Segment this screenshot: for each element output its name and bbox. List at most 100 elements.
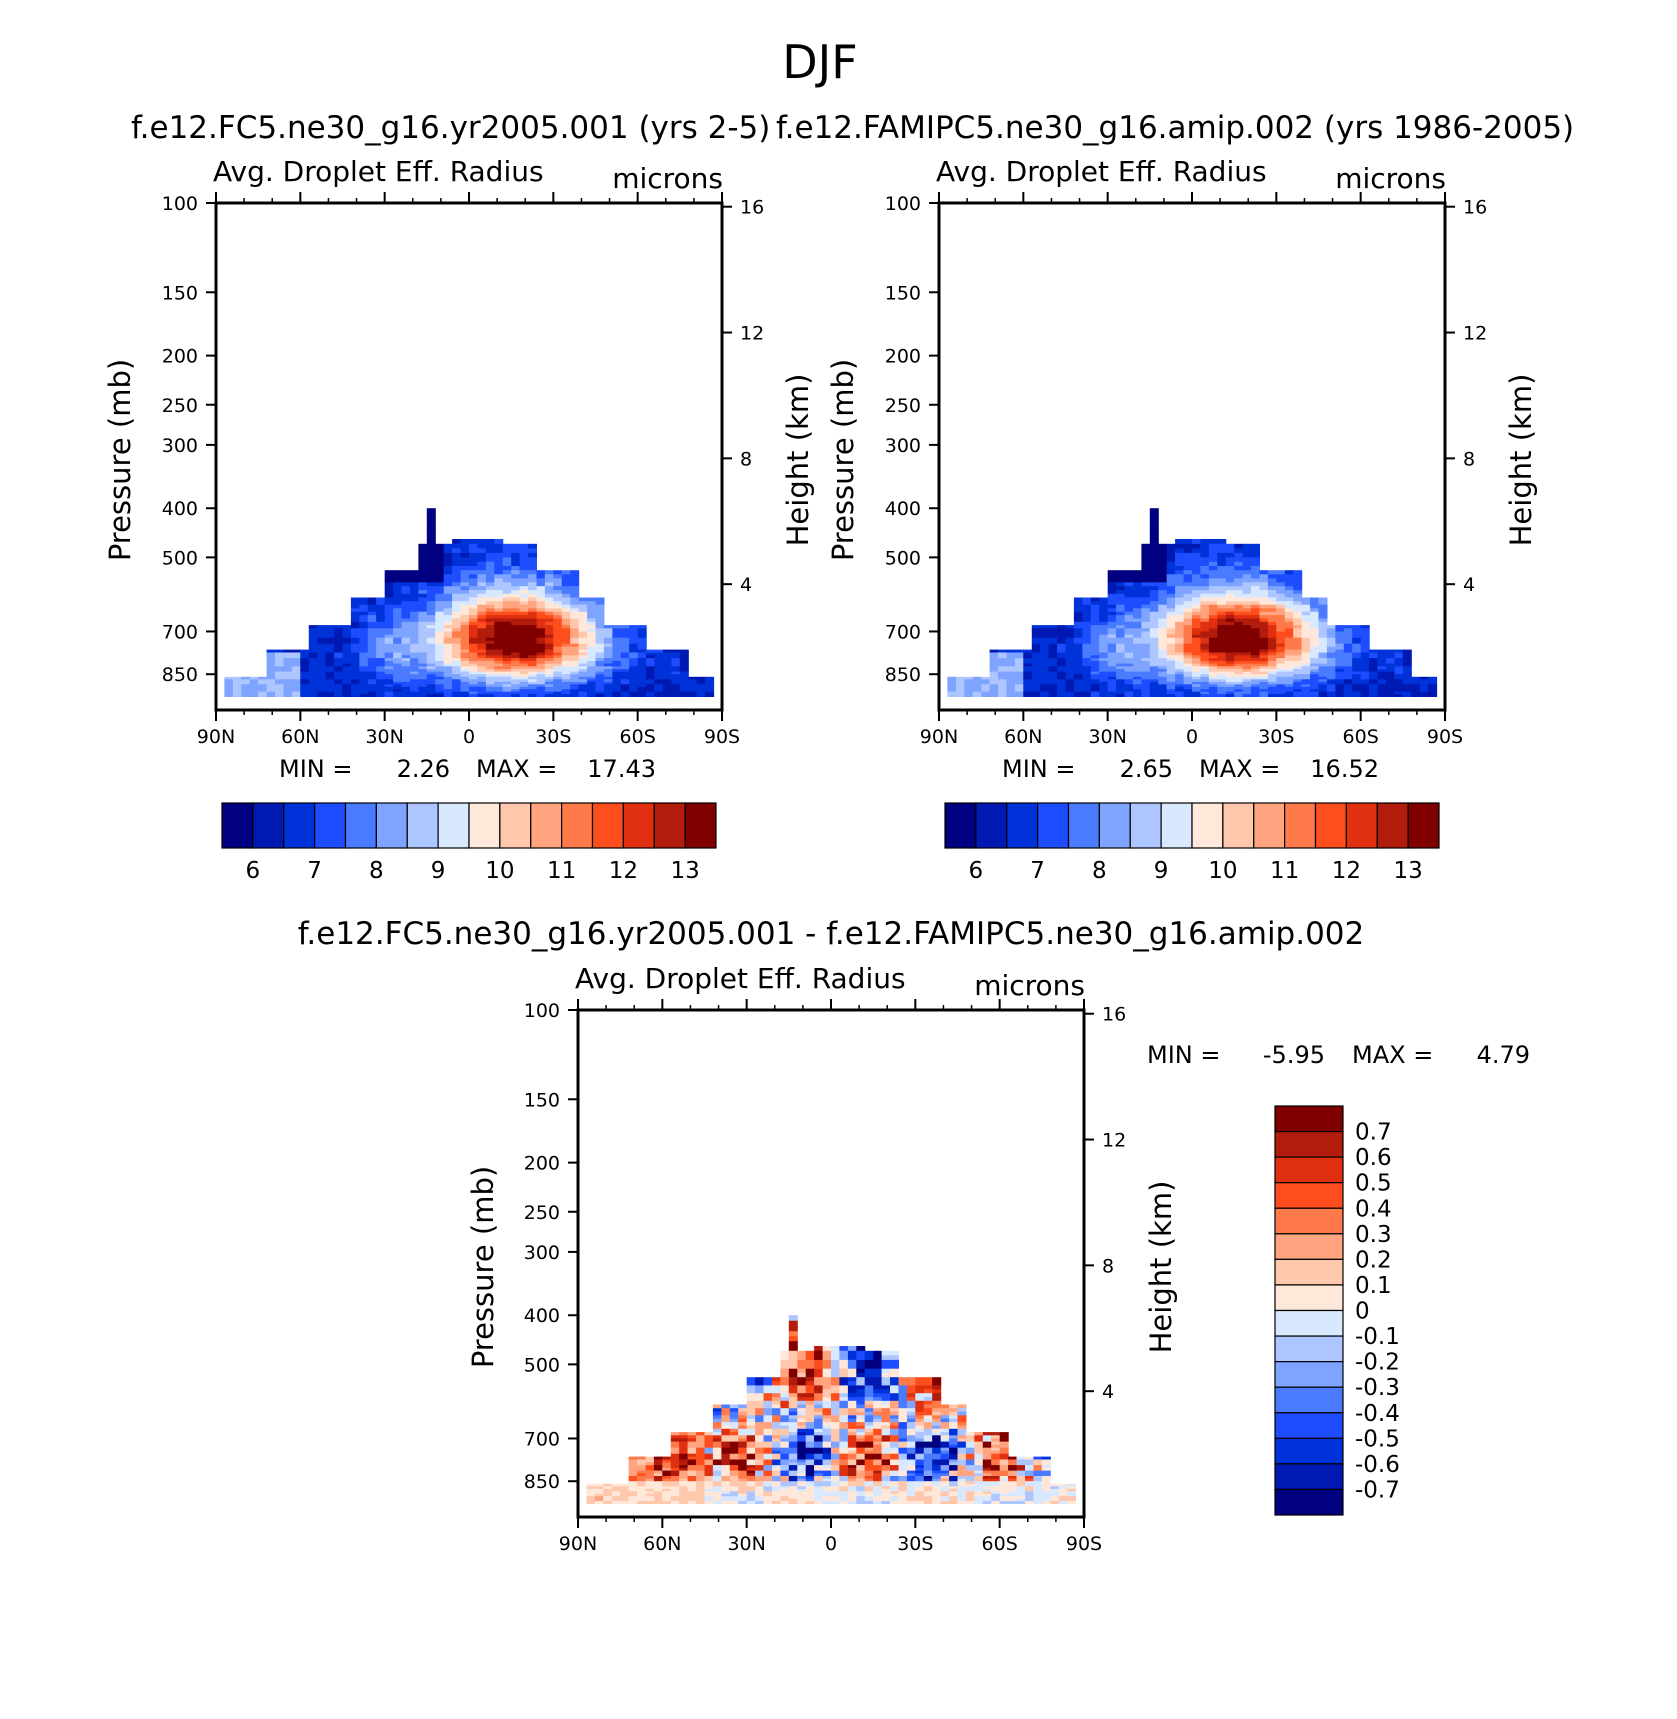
field-cell <box>646 671 656 675</box>
x-tick-label: 90S <box>1427 726 1463 748</box>
field-cell <box>805 1470 815 1474</box>
field-cell <box>603 689 613 693</box>
field-cell <box>494 643 504 648</box>
field-cell <box>1200 539 1210 545</box>
field-cell <box>864 1438 874 1443</box>
field-cell <box>1411 681 1421 685</box>
field-cell <box>629 628 639 633</box>
field-cell <box>696 689 706 693</box>
field-cell <box>410 615 419 620</box>
field-cell <box>266 655 276 659</box>
field-cell <box>1107 679 1117 683</box>
field-cell <box>469 631 478 636</box>
field-cell <box>831 1459 840 1463</box>
field-cell <box>1225 586 1235 591</box>
field-cell <box>1073 666 1083 670</box>
field-cell <box>628 1496 638 1500</box>
field-cell <box>780 1473 790 1477</box>
field-cell <box>1124 652 1134 656</box>
field-cell <box>511 640 521 645</box>
field-cell <box>881 1408 891 1413</box>
field-cell <box>998 663 1007 667</box>
field-cell <box>772 1481 781 1485</box>
field-cell <box>1386 681 1395 685</box>
field-cell <box>443 663 453 667</box>
field-cell <box>955 691 965 695</box>
field-cell <box>494 548 504 554</box>
figure-title: DJF <box>782 35 857 89</box>
field-cell <box>822 1364 832 1370</box>
field-cell <box>1284 660 1294 665</box>
field-cell <box>334 658 344 662</box>
field-cell <box>1369 658 1379 662</box>
field-cell <box>729 1432 739 1436</box>
field-cell <box>1158 658 1168 662</box>
field-cell <box>460 684 470 688</box>
field-cell <box>696 1473 706 1477</box>
field-cell <box>1031 652 1041 656</box>
field-cell <box>1234 684 1244 688</box>
field-cell <box>603 671 613 675</box>
field-cell <box>1099 649 1109 654</box>
field-cell <box>612 637 622 642</box>
field-cell <box>1090 649 1100 654</box>
field-cell <box>452 625 462 629</box>
field-cell <box>612 679 622 683</box>
field-cell <box>603 1493 613 1497</box>
field-cell <box>637 1467 646 1472</box>
field-cell <box>780 1425 790 1430</box>
field-cell <box>477 586 487 591</box>
field-cell <box>1116 652 1126 656</box>
field-cell <box>663 671 672 675</box>
field-cell <box>1200 689 1210 693</box>
field-cell <box>367 615 377 620</box>
field-cell <box>628 1478 638 1482</box>
field-cell <box>376 604 386 609</box>
field-cell <box>469 643 478 648</box>
field-cell <box>1217 621 1227 626</box>
field-cell <box>342 643 352 648</box>
field-cell <box>334 637 344 642</box>
field-cell <box>629 681 639 685</box>
field-cell <box>1251 655 1260 659</box>
field-cell <box>1090 640 1100 645</box>
field-cell <box>350 681 360 685</box>
field-cell <box>1014 679 1024 683</box>
field-cell <box>1251 543 1260 549</box>
field-cell <box>384 637 394 642</box>
field-cell <box>679 1467 689 1472</box>
field-cell <box>847 1501 857 1504</box>
field-cell <box>1107 608 1117 613</box>
field-cell <box>1175 674 1185 678</box>
field-cell <box>679 1486 689 1490</box>
field-cell <box>788 1465 798 1469</box>
field-cell <box>1352 689 1362 693</box>
field-cell <box>1107 643 1117 648</box>
field-cell <box>646 655 656 659</box>
field-cell <box>1175 621 1185 626</box>
field-cell <box>1225 611 1235 616</box>
field-cell <box>528 663 537 667</box>
field-cell <box>972 691 982 695</box>
field-cell <box>443 637 453 642</box>
field-cell <box>1099 671 1109 675</box>
field-cell <box>788 1456 798 1461</box>
field-cell <box>1242 574 1252 579</box>
field-cell <box>738 1422 748 1427</box>
field-cell <box>578 637 588 642</box>
field-cell <box>629 686 639 690</box>
field-cell <box>1183 561 1193 567</box>
field-cell <box>469 694 478 697</box>
field-cell <box>528 570 537 575</box>
field-cell <box>359 597 369 602</box>
field-cell <box>628 1498 638 1502</box>
field-cell <box>1225 552 1235 558</box>
field-cell <box>839 1478 849 1482</box>
field-cell <box>1141 552 1151 558</box>
field-cell <box>477 557 487 563</box>
field-cell <box>1335 655 1345 659</box>
field-cell <box>645 1470 655 1474</box>
field-cell <box>847 1467 857 1472</box>
field-cell <box>393 597 403 602</box>
field-cell <box>528 557 537 563</box>
